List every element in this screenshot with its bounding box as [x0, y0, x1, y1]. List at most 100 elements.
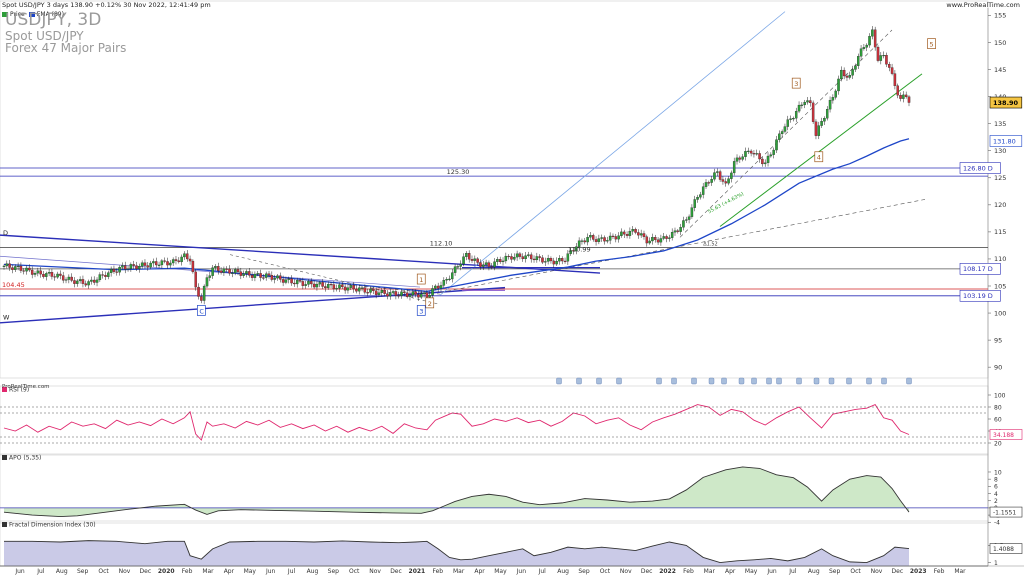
- price-y-tick-label: 90: [994, 363, 1002, 371]
- x-tick-label: Nov: [369, 568, 381, 575]
- pane-last-value-box: [989, 506, 1023, 518]
- candle-body: [324, 286, 327, 289]
- candle: [121, 262, 124, 270]
- right-axis-label-box: [959, 289, 1001, 302]
- candle: [476, 257, 479, 265]
- candle: [840, 66, 843, 82]
- candle-body: [817, 125, 821, 136]
- candle-body: [868, 36, 871, 46]
- candle-body: [484, 262, 488, 265]
- candle: [248, 268, 251, 278]
- candle-body: [138, 266, 141, 270]
- candle-body: [637, 232, 640, 236]
- candle-body: [380, 290, 384, 293]
- candle: [414, 289, 417, 298]
- price-level-label: 104.45: [2, 281, 25, 289]
- right-axis-label-text: 108.17 D: [963, 265, 993, 273]
- candle: [417, 290, 420, 301]
- candle-body: [724, 181, 727, 184]
- candle: [484, 259, 488, 267]
- candle-body: [425, 292, 429, 298]
- candle: [704, 179, 708, 189]
- candle-body: [676, 230, 680, 232]
- candle: [36, 267, 40, 277]
- candle: [482, 260, 485, 271]
- candle-body: [377, 292, 381, 295]
- trend-drawings: [0, 11, 926, 324]
- candle: [276, 273, 279, 281]
- wave-label-box: [927, 38, 936, 49]
- candle: [245, 269, 248, 278]
- candle-body: [893, 73, 897, 86]
- x-tick-label: Jun: [14, 568, 25, 575]
- candle-body: [338, 284, 341, 289]
- candle-body: [287, 278, 291, 280]
- candle: [126, 265, 130, 272]
- candle-body: [882, 55, 885, 57]
- candle-body: [487, 262, 491, 267]
- candle: [132, 260, 135, 270]
- candle-body: [126, 268, 130, 270]
- candle: [608, 232, 612, 245]
- candle-body: [451, 272, 454, 280]
- candle: [752, 150, 756, 158]
- candle-body: [823, 118, 826, 122]
- candle-body: [422, 292, 426, 295]
- candle-body: [256, 273, 259, 275]
- x-tick-label: Apr: [224, 568, 235, 575]
- candle-body: [25, 267, 28, 272]
- dashed-wedge-upper: [229, 254, 441, 305]
- candle: [174, 255, 178, 265]
- x-tick-label: May: [745, 568, 758, 575]
- candle: [264, 271, 268, 281]
- x-axis: Jun Jul Aug Sep Oct Nov Dec 2020 Feb Mar Apr May Jun…: [14, 568, 966, 575]
- candle: [857, 53, 860, 69]
- x-tick-label: Oct: [850, 568, 861, 575]
- event-marker-icon: [596, 377, 602, 385]
- candle-body: [107, 272, 110, 277]
- candle-body: [721, 179, 725, 182]
- event-marker-icon: [656, 377, 662, 385]
- legend-price[interactable]: Price: [2, 11, 25, 18]
- pane-y-tick-label: 2: [994, 498, 998, 505]
- candle-body: [250, 275, 254, 278]
- candle-body: [527, 254, 530, 256]
- candle-body: [341, 284, 344, 288]
- candle-body: [414, 291, 417, 295]
- x-tick-label: Jun: [265, 568, 276, 575]
- candle: [295, 277, 299, 288]
- candle: [39, 267, 42, 278]
- candle-body: [752, 153, 756, 155]
- right-axis-label: 131.80: [989, 135, 1023, 147]
- candle: [380, 287, 384, 297]
- candle-body: [67, 276, 71, 280]
- candle: [501, 257, 505, 266]
- candle: [304, 280, 307, 289]
- candle: [865, 43, 868, 52]
- price-y-tick-label: 145: [994, 66, 1006, 74]
- candle-body: [538, 256, 541, 258]
- candle-body: [186, 253, 189, 260]
- apo: APO (5,35)-4-20246810-1.1551: [0, 455, 1023, 527]
- candle: [180, 254, 183, 266]
- candle-body: [262, 277, 265, 279]
- candle-body: [659, 238, 663, 243]
- candle-body: [749, 150, 753, 154]
- candle: [16, 262, 20, 271]
- fdi-line: [4, 540, 910, 564]
- legend-ema[interactable]: EMA (89): [28, 11, 64, 18]
- candle-body: [608, 235, 612, 241]
- candle: [716, 168, 719, 177]
- pane-y-tick-label: 60: [994, 416, 1002, 423]
- candle-body: [744, 151, 747, 157]
- candle-body: [727, 178, 730, 184]
- candle: [394, 288, 398, 300]
- candle-body: [656, 239, 660, 243]
- candle-body: [47, 272, 51, 274]
- candle-body: [42, 273, 45, 277]
- brand-link[interactable]: www.ProRealTime.com: [946, 1, 1020, 9]
- candle: [896, 83, 899, 99]
- candle-body: [622, 231, 626, 235]
- right-axis-label: 103.19 D: [959, 289, 1001, 302]
